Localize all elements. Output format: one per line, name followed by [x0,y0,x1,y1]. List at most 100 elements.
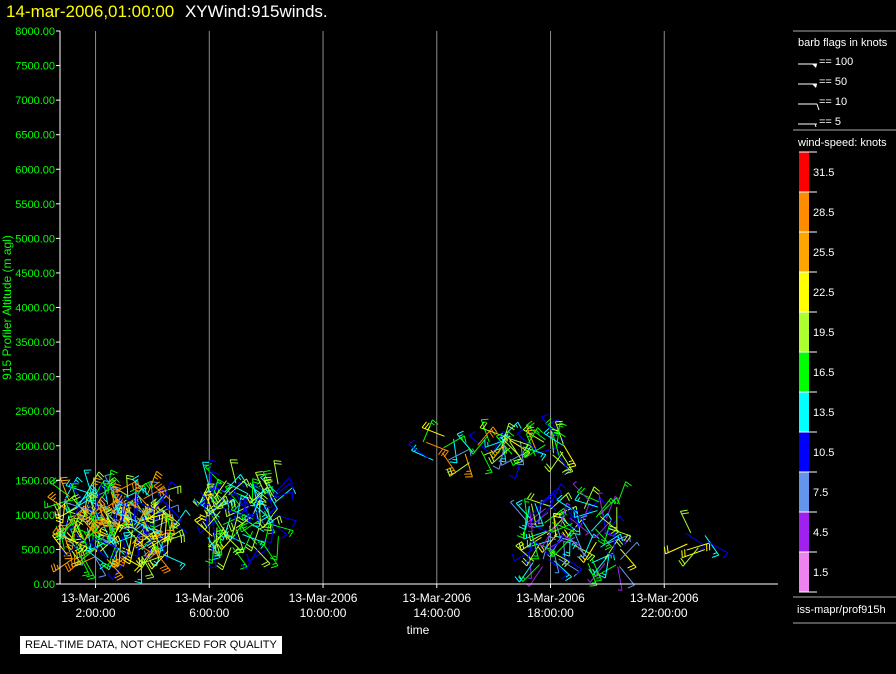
barb-shaft [82,519,100,539]
barb-shaft [95,484,102,509]
barb-flag [522,450,526,458]
wind-barb [273,460,282,485]
barb-shaft [238,497,249,521]
barb-flag [256,473,264,476]
wind-barb [89,537,108,559]
wind-barb [541,413,557,437]
wind-barb [127,519,148,540]
barb-flag [148,482,151,487]
barb-flag [100,527,108,533]
barb-shaft [525,505,530,530]
wind-barb [202,461,210,486]
barb-flag [135,489,140,493]
barb-flag [118,556,126,562]
wind-barb [78,484,98,506]
barb-flag [103,504,108,512]
barb-flag [110,469,118,474]
barb-flag [539,543,543,548]
barb-flag [76,476,83,483]
barb-shaft [233,489,247,511]
y-tick-label: 5000.00 [15,233,55,245]
legend-color-label: 19.5 [813,327,834,339]
barb-flag [618,515,625,522]
barb-flag [116,524,121,532]
barb-flag [49,493,57,499]
barb-flag [65,479,71,486]
wind-barb [196,518,220,534]
barb-flag [240,563,247,570]
barb-shaft [108,518,116,543]
y-tick-label: 500.00 [21,544,55,556]
wind-barb [70,517,85,542]
barb-flag [225,531,230,539]
barb-flag [522,557,529,564]
barb-shaft [271,482,291,500]
barb-flag [246,496,251,504]
barb-shaft [591,513,608,532]
wind-barb [598,554,610,579]
barb-flag [528,530,533,533]
barb-shaft [620,548,637,568]
barb-flag [537,546,543,553]
wind-barb [448,448,472,461]
barb-flag [59,523,65,530]
barb-flag [427,426,431,431]
wind-barb [199,498,220,518]
legend-barb-label: == 50 [819,76,847,88]
barb-shaft [559,450,574,472]
barb-flag [163,569,171,574]
barb-flag [93,477,101,481]
wind-barb [514,562,534,583]
barb-shaft [704,535,720,556]
barb-flag [232,499,236,507]
barb-shaft [515,545,535,562]
barb-flag [93,483,98,486]
barb-flag [517,535,525,539]
barb-shaft [509,440,523,462]
barb-flag [192,501,199,507]
barb-flag [461,437,464,442]
wind-barb [560,502,571,527]
barb-shaft [492,430,504,453]
wind-barb [79,529,103,545]
barb-shaft [113,515,123,539]
barb-flag [545,431,550,436]
barb-flag [521,560,528,567]
barb-flag [430,422,435,426]
barb-shaft [127,523,148,540]
barb-shaft [69,511,94,520]
barb-flag [558,487,563,495]
barb-flag [413,448,418,452]
barb-flag [79,544,87,547]
wind-barb [411,444,434,461]
barb-flag [525,425,532,432]
barb-flag [243,513,250,520]
barb-shaft [552,539,571,558]
barb-flag [112,547,118,554]
legend-footer: iss-mapr/prof915h [797,604,886,616]
barb-flag [228,537,237,541]
barb-flag [125,510,130,512]
barb-flag [146,507,153,513]
wind-barb [115,501,126,526]
barb-flag [82,574,90,577]
barb-flag [148,553,155,560]
barb-shaft [548,549,570,563]
barb-flag [238,476,242,481]
barb-shaft [479,427,503,437]
barb-flag [149,560,155,568]
barb-flag [216,565,223,571]
barb-flag [446,469,451,477]
wind-barb [235,529,245,554]
barb-flag [528,429,536,432]
barb-flag [699,545,706,552]
legend-barb-flag [814,123,817,128]
wind-barb [522,444,546,459]
barb-shaft [109,507,130,523]
barb-flag [194,499,199,507]
barb-flag [443,450,449,458]
barb-flag [145,540,153,545]
barb-flag [490,449,496,457]
barb-flag [508,422,516,428]
legend-color-label: 4.5 [813,527,828,539]
